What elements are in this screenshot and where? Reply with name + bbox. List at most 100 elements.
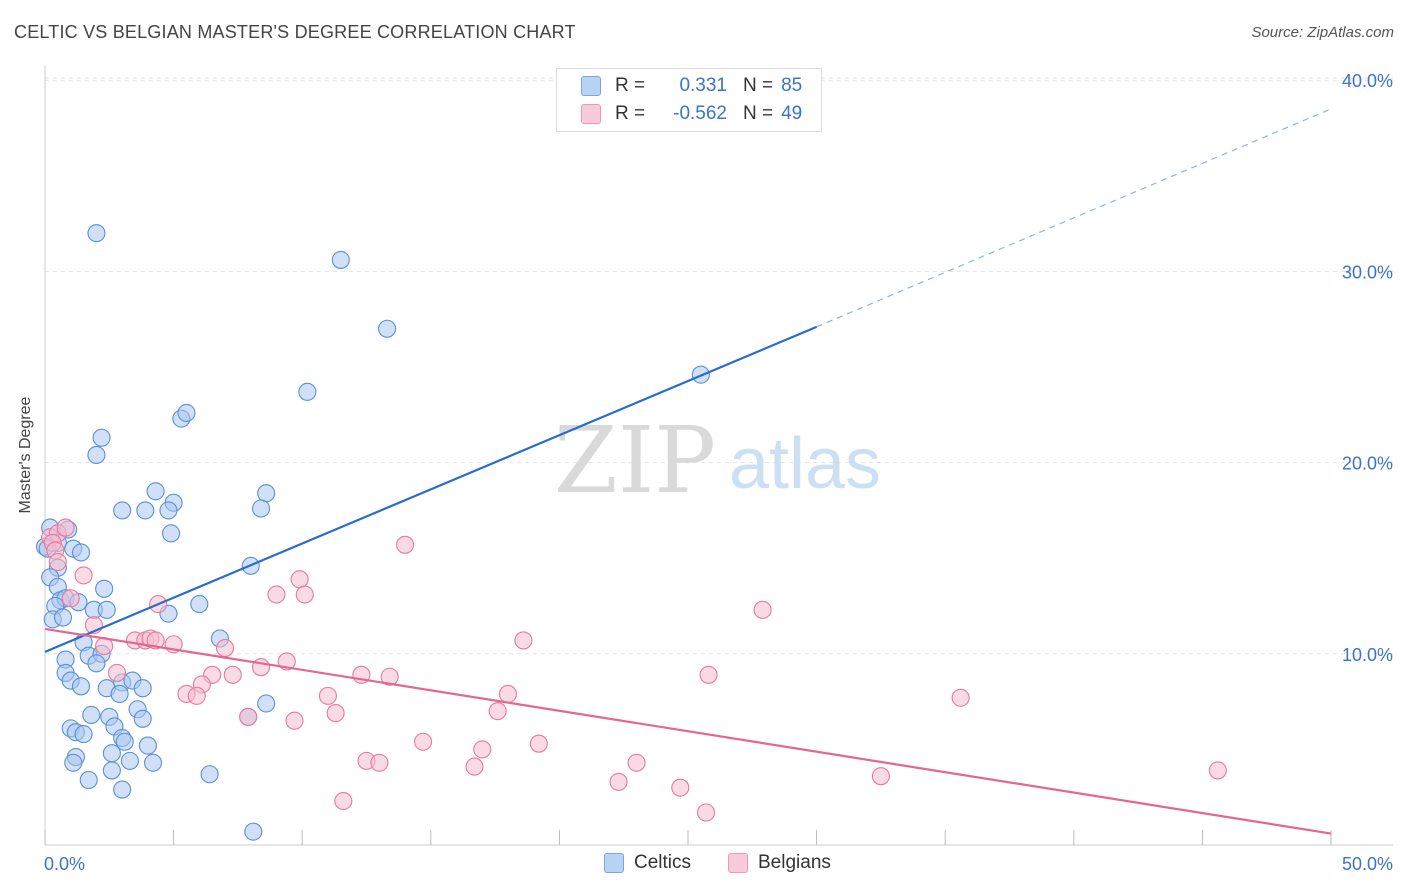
axes xyxy=(44,66,1393,846)
celtics-point xyxy=(133,679,152,698)
legend-row-belgians: R = -0.562 N = 49 xyxy=(581,102,802,126)
belgians-point xyxy=(1208,761,1227,780)
trendlines xyxy=(44,108,1332,835)
celtics-point xyxy=(251,499,271,518)
belgians-legend-swatch xyxy=(728,853,748,873)
celtics-point xyxy=(74,725,93,744)
celtics-point xyxy=(136,501,155,520)
celtics-point xyxy=(331,250,350,269)
celtics-point xyxy=(82,705,101,725)
belgians-point xyxy=(529,734,548,753)
legend-label-celtics: Celtics xyxy=(634,852,692,873)
y-tick-label: 30.0% xyxy=(1342,262,1393,282)
belgians-point xyxy=(318,686,337,705)
belgians-trendline xyxy=(44,627,1332,835)
celtics-point xyxy=(143,753,163,772)
belgians-point xyxy=(223,665,242,684)
x-tick-label-end: 50.0% xyxy=(1342,854,1393,874)
celtics-point xyxy=(378,319,397,338)
legend-r-value: -0.562 xyxy=(673,103,727,124)
tick-labels: 10.0% 20.0% 30.0% 40.0% 0.0% 50.0% xyxy=(44,71,1393,874)
celtics-point xyxy=(200,765,219,784)
belgians-point xyxy=(215,639,235,658)
celtics-swatch xyxy=(581,76,601,96)
belgians-point xyxy=(465,757,484,776)
celtics-point xyxy=(97,600,116,619)
source-note: Source: ZipAtlas.com xyxy=(1251,24,1394,41)
watermark-atlas: atlas xyxy=(729,424,881,504)
belgians-point xyxy=(951,688,970,707)
celtics-point xyxy=(257,694,276,713)
celtics-point xyxy=(190,595,209,614)
belgians-point xyxy=(871,767,890,786)
belgians-point xyxy=(48,552,67,572)
legend-item-celtics[interactable]: Celtics xyxy=(604,852,691,874)
celtics-point xyxy=(87,224,106,243)
belgians-point xyxy=(239,707,258,726)
celtics-point xyxy=(161,524,181,543)
celtics-point xyxy=(120,751,139,770)
belgians-point xyxy=(290,570,309,589)
belgians-point xyxy=(699,665,718,684)
celtics-trendline-extension xyxy=(816,108,1332,328)
belgians-point xyxy=(609,772,628,791)
celtics-point xyxy=(95,579,114,598)
belgians-point xyxy=(514,631,533,650)
celtics-legend-swatch xyxy=(604,853,624,873)
celtics-trendline xyxy=(44,325,818,653)
celtics-point xyxy=(113,501,132,520)
legend-n-label: N = xyxy=(743,75,774,96)
watermark-zip: ZIP xyxy=(554,407,716,514)
belgians-point xyxy=(473,740,492,759)
celtics-point xyxy=(244,822,263,841)
legend-item-belgians[interactable]: Belgians xyxy=(728,852,831,874)
legend-n-value: 85 xyxy=(781,75,803,96)
chart-title: CELTIC VS BELGIAN MASTER'S DEGREE CORREL… xyxy=(14,22,576,42)
celtics-point xyxy=(87,445,106,465)
belgians-point xyxy=(627,753,646,772)
belgians-point xyxy=(267,585,286,604)
belgians-point xyxy=(380,667,399,686)
celtics-point xyxy=(115,732,134,751)
belgians-point xyxy=(370,753,389,772)
celtics-point xyxy=(102,761,121,780)
celtics-point xyxy=(64,753,83,772)
belgians-point xyxy=(488,702,507,721)
belgians-points xyxy=(41,518,1227,822)
belgians-point xyxy=(295,585,314,604)
belgians-point xyxy=(334,791,353,811)
legend-label-belgians: Belgians xyxy=(758,852,831,873)
celtics-point xyxy=(79,770,98,790)
celtics-point xyxy=(177,403,196,422)
stats-legend: R = 0.331 N = 85 R = -0.562 N = 49 xyxy=(556,68,822,132)
belgians-swatch xyxy=(581,104,601,124)
legend-n-label: N = xyxy=(743,103,774,124)
legend-r-label: R = xyxy=(615,103,646,124)
belgians-point xyxy=(498,684,518,704)
celtics-point xyxy=(71,677,91,696)
belgians-point xyxy=(56,518,75,537)
celtics-point xyxy=(53,608,73,627)
belgians-point xyxy=(326,704,345,723)
belgians-point xyxy=(61,589,80,608)
belgians-point xyxy=(396,535,415,554)
celtics-point xyxy=(257,484,276,503)
celtics-point xyxy=(92,428,111,447)
celtics-point xyxy=(159,501,178,520)
y-tick-label: 10.0% xyxy=(1342,645,1393,665)
belgians-point xyxy=(74,566,93,585)
belgians-point xyxy=(146,631,165,650)
celtics-point xyxy=(110,684,129,704)
celtics-point xyxy=(113,780,132,799)
celtics-point xyxy=(133,709,152,728)
legend-r-value: 0.331 xyxy=(679,75,727,96)
belgians-point xyxy=(696,803,716,822)
celtics-points xyxy=(35,224,710,841)
belgians-point xyxy=(414,732,433,751)
belgians-point xyxy=(107,663,127,682)
legend-n-value: 49 xyxy=(781,103,803,124)
x-tick-label-start: 0.0% xyxy=(44,854,85,874)
legend-row-celtics: R = 0.331 N = 85 xyxy=(581,74,802,98)
celtics-point xyxy=(298,382,317,401)
